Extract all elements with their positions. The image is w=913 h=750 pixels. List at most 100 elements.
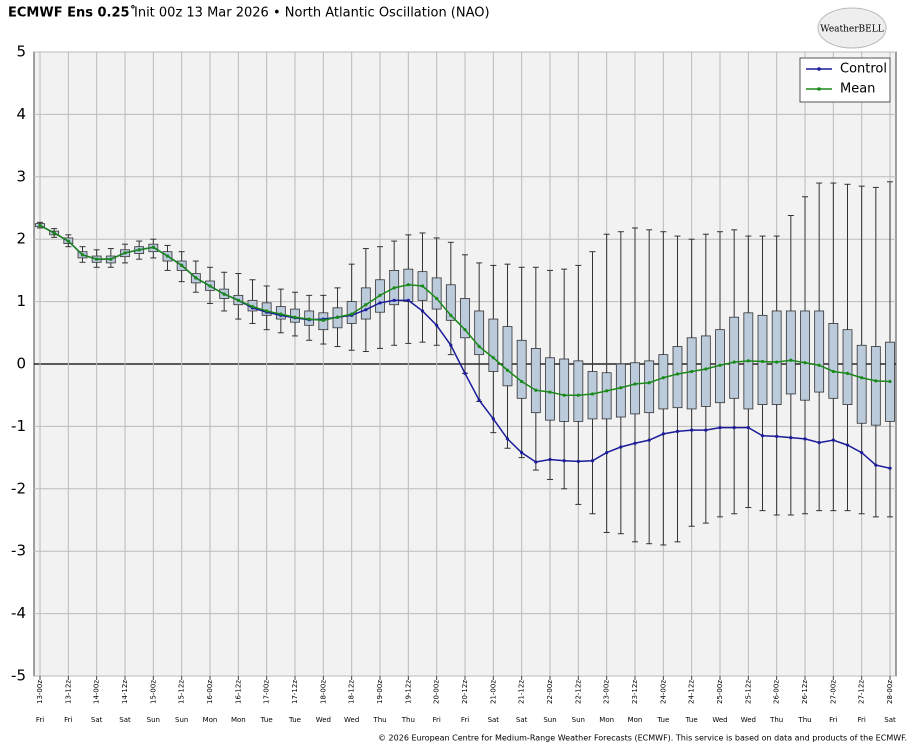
series-point xyxy=(760,434,765,438)
day-label: Wed xyxy=(344,716,359,724)
box xyxy=(573,360,584,422)
x-tick-label: 25-12z xyxy=(744,680,752,704)
day-label: Sat xyxy=(91,716,103,724)
series-point xyxy=(477,398,481,402)
series-point xyxy=(803,361,807,365)
series-point xyxy=(760,359,765,364)
box xyxy=(700,335,711,407)
series-point xyxy=(165,254,170,258)
x-tick-label: 24-12z xyxy=(688,680,696,704)
series-point xyxy=(293,315,297,319)
series-point xyxy=(236,298,240,302)
series-point xyxy=(690,428,694,432)
series-point xyxy=(505,368,510,372)
x-tick-label: 21-00z xyxy=(489,680,497,704)
day-label: Wed xyxy=(741,716,756,724)
series-point xyxy=(732,426,736,430)
series-point xyxy=(704,367,708,371)
box xyxy=(545,357,555,421)
day-label: Sun xyxy=(572,716,585,724)
x-tick-label: 23-12z xyxy=(631,680,639,704)
day-label: Mon xyxy=(599,716,614,724)
series-point xyxy=(208,284,212,288)
box xyxy=(828,323,839,399)
box xyxy=(856,344,867,424)
day-label: Sat xyxy=(488,716,500,724)
x-tick-label: 19-00z xyxy=(376,680,384,704)
series-point xyxy=(279,312,283,316)
series-point xyxy=(137,248,141,252)
box xyxy=(559,358,570,422)
box xyxy=(488,318,499,372)
day-label: Tue xyxy=(656,716,669,724)
series-point xyxy=(38,223,42,228)
box xyxy=(644,360,655,414)
y-tick-label: 4 xyxy=(16,105,26,123)
series-point xyxy=(520,379,524,384)
series-point xyxy=(661,432,665,436)
day-label: Sun xyxy=(147,716,160,724)
box xyxy=(785,310,796,395)
series-point xyxy=(590,392,595,396)
legend-marker xyxy=(817,67,821,71)
day-label: Sat xyxy=(516,716,528,724)
series-point xyxy=(576,459,580,463)
series-point xyxy=(789,436,793,440)
day-label: Wed xyxy=(316,716,331,724)
x-tick-label: 16-12z xyxy=(234,680,242,704)
day-label: Sat xyxy=(884,716,896,724)
series-point xyxy=(378,293,382,297)
series-point xyxy=(420,284,425,288)
series-point xyxy=(874,379,878,383)
x-tick-label: 17-00z xyxy=(263,680,271,704)
legend-label: Mean xyxy=(840,82,875,97)
x-tick-label: 15-00z xyxy=(149,680,157,704)
day-label: Fri xyxy=(36,716,44,724)
series-point xyxy=(335,315,340,319)
series-point xyxy=(845,443,850,447)
series-point xyxy=(406,298,410,302)
series-point xyxy=(789,358,793,362)
day-label: Tue xyxy=(260,716,273,724)
series-point xyxy=(364,303,368,307)
x-tick-label: 27-00z xyxy=(829,680,837,704)
series-point xyxy=(704,428,708,432)
y-tick-label: 2 xyxy=(16,230,26,248)
day-label: Fri xyxy=(829,716,837,724)
series-point xyxy=(675,429,680,433)
x-tick-label: 18-00z xyxy=(319,680,327,704)
series-point xyxy=(562,393,566,397)
day-label: Thu xyxy=(797,716,811,724)
series-point xyxy=(860,376,864,380)
series-point xyxy=(491,356,495,360)
series-point xyxy=(548,390,552,394)
series-point xyxy=(590,459,595,463)
box xyxy=(516,339,527,399)
box xyxy=(672,346,683,409)
series-point xyxy=(123,251,127,255)
series-point xyxy=(378,301,382,305)
series-point xyxy=(619,445,623,449)
x-tick-label: 22-00z xyxy=(546,680,554,704)
y-tick-label: -4 xyxy=(11,604,26,622)
box xyxy=(686,337,697,410)
series-point xyxy=(449,313,453,317)
series-point xyxy=(392,286,396,290)
logo: WeatherBELL xyxy=(820,25,883,35)
x-tick-label: 13-00z xyxy=(36,680,44,704)
y-tick-label: 5 xyxy=(16,43,26,61)
chart-title: ECMWF Ens 0.25˚ xyxy=(8,5,136,21)
day-label: Sun xyxy=(543,716,556,724)
x-tick-label: 16-00z xyxy=(206,680,214,704)
series-point xyxy=(307,317,311,321)
legend-marker xyxy=(817,87,821,91)
series-point xyxy=(222,292,226,296)
box xyxy=(870,346,881,426)
series-point xyxy=(534,460,538,464)
day-label: Mon xyxy=(231,716,246,724)
day-label: Wed xyxy=(712,716,727,724)
box xyxy=(474,310,485,356)
y-tick-label: -5 xyxy=(11,667,26,685)
x-tick-label: 26-00z xyxy=(773,680,781,704)
